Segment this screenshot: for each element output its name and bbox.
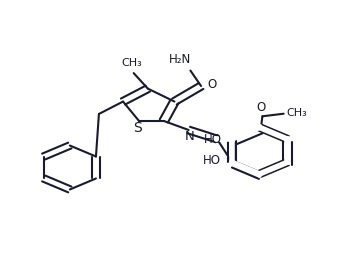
Text: HO: HO	[204, 133, 222, 146]
Text: O: O	[256, 101, 265, 114]
Text: O: O	[208, 78, 217, 91]
Text: N: N	[185, 130, 195, 143]
Text: CH₃: CH₃	[287, 108, 307, 118]
Text: CH₃: CH₃	[121, 58, 142, 68]
Text: S: S	[133, 121, 142, 135]
Text: H₂N: H₂N	[169, 53, 192, 66]
Text: HO: HO	[203, 154, 221, 167]
